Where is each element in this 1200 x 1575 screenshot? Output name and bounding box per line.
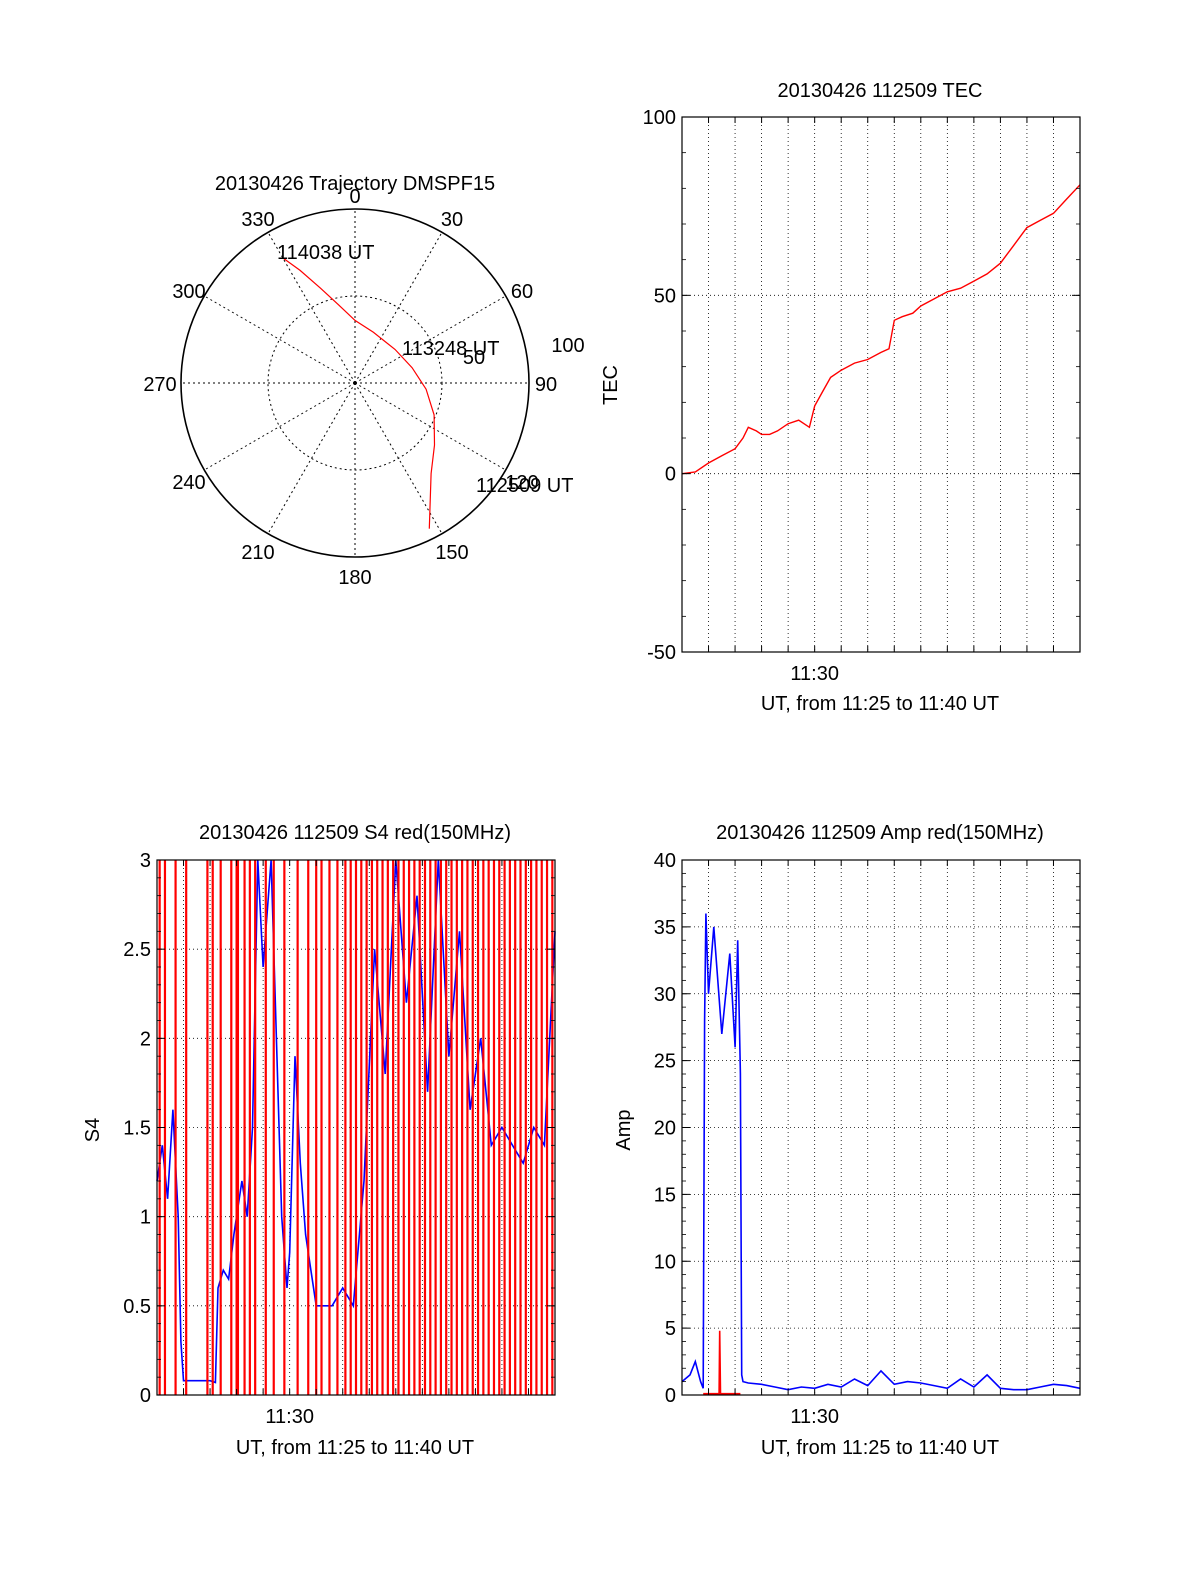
y-tick-label: 2.5	[123, 939, 151, 961]
polar-radial-label: 100	[551, 335, 584, 357]
y-tick-label: 10	[654, 1251, 676, 1273]
polar-azimuth-label: 300	[172, 281, 205, 303]
s4-chart: 20130426 112509 S4 red(150MHz) UT, from …	[82, 822, 556, 1459]
y-tick-label: 35	[654, 917, 676, 939]
tec-chart: 20130426 112509 TEC UT, from 11:25 to 11…	[600, 80, 1081, 715]
y-tick-label: 0.5	[123, 1296, 151, 1318]
y-tick-label: -50	[647, 642, 676, 664]
y-tick-label: 0	[665, 1385, 676, 1407]
polar-spoke	[267, 382, 356, 534]
polar-spoke	[267, 232, 356, 384]
series-line	[703, 1330, 741, 1395]
polar-spoke	[354, 295, 506, 384]
polar-azimuth-label: 120	[505, 472, 538, 494]
y-tick-label: 40	[654, 850, 676, 872]
y-tick-label: 0	[665, 464, 676, 486]
tec-xlabel: UT, from 11:25 to 11:40 UT	[761, 693, 999, 715]
polar-title: 20130426 Trajectory DMSPF15	[215, 173, 495, 195]
amp-xlabel: UT, from 11:25 to 11:40 UT	[761, 1437, 999, 1459]
y-tick-label: 50	[654, 285, 676, 307]
polar-spoke	[204, 382, 356, 471]
polar-azimuth-label: 60	[511, 281, 533, 303]
polar-azimuth-label: 210	[241, 542, 274, 564]
polar-grid	[180, 208, 530, 558]
polar-azimuth-label: 240	[172, 472, 205, 494]
trajectory-end-label: 114038 UT	[277, 242, 374, 264]
polar-azimuth-label: 270	[143, 374, 176, 396]
y-tick-label: 1.5	[123, 1118, 151, 1140]
amp-chart: 20130426 112509 Amp red(150MHz) UT, from…	[613, 822, 1081, 1459]
trajectory-polar-chart: 20130426 Trajectory DMSPF15 0 30 60 90 120 15…	[143, 173, 584, 589]
polar-azimuth-label: 90	[535, 374, 557, 396]
trajectory-line	[282, 257, 436, 529]
polar-spoke	[204, 295, 356, 384]
amp-title: 20130426 112509 Amp red(150MHz)	[716, 822, 1044, 844]
y-tick-label: 25	[654, 1051, 676, 1073]
s4-ylabel: S4	[82, 1118, 104, 1142]
polar-azimuth-label: 330	[241, 209, 274, 231]
y-tick-label: 20	[654, 1118, 676, 1140]
tec-ylabel: TEC	[600, 365, 622, 405]
polar-radial-labels: 50 100	[463, 335, 585, 369]
polar-outer-circle	[180, 208, 530, 558]
trajectory-mid-label: 113248 UT	[402, 338, 499, 360]
y-tick-label: 15	[654, 1184, 676, 1206]
y-tick-label: 3	[140, 850, 151, 872]
s4-title: 20130426 112509 S4 red(150MHz)	[199, 822, 511, 844]
trajectory-start-label: 112509 UT	[476, 475, 573, 497]
polar-azimuth-label: 0	[349, 186, 360, 208]
tec-title: 20130426 112509 TEC	[778, 80, 983, 102]
plot-frame	[681, 116, 1081, 653]
x-tick-label: 11:30	[265, 1406, 314, 1428]
y-tick-label: 0	[140, 1385, 151, 1407]
series-line	[681, 913, 1081, 1391]
polar-spoke	[354, 382, 506, 471]
amp-ylabel: Amp	[613, 1109, 635, 1150]
y-tick-label: 2	[140, 1028, 151, 1050]
series-line	[681, 184, 1081, 475]
polar-azimuth-label: 30	[441, 209, 463, 231]
polar-azimuth-labels: 0 30 60 90 120 150 180 210 240 270 300 330	[143, 186, 557, 589]
y-tick-label: 30	[654, 984, 676, 1006]
y-tick-label: 5	[665, 1318, 676, 1340]
x-tick-label: 11:30	[790, 1406, 839, 1428]
s4-xlabel: UT, from 11:25 to 11:40 UT	[236, 1437, 474, 1459]
polar-azimuth-label: 180	[338, 567, 371, 589]
y-tick-label: 1	[140, 1207, 151, 1229]
x-tick-label: 11:30	[790, 663, 839, 685]
polar-radial-label: 50	[463, 347, 485, 369]
y-tick-label: 100	[643, 107, 676, 129]
polar-spoke	[354, 232, 443, 384]
polar-azimuth-label: 150	[435, 542, 468, 564]
polar-spoke	[354, 382, 443, 534]
